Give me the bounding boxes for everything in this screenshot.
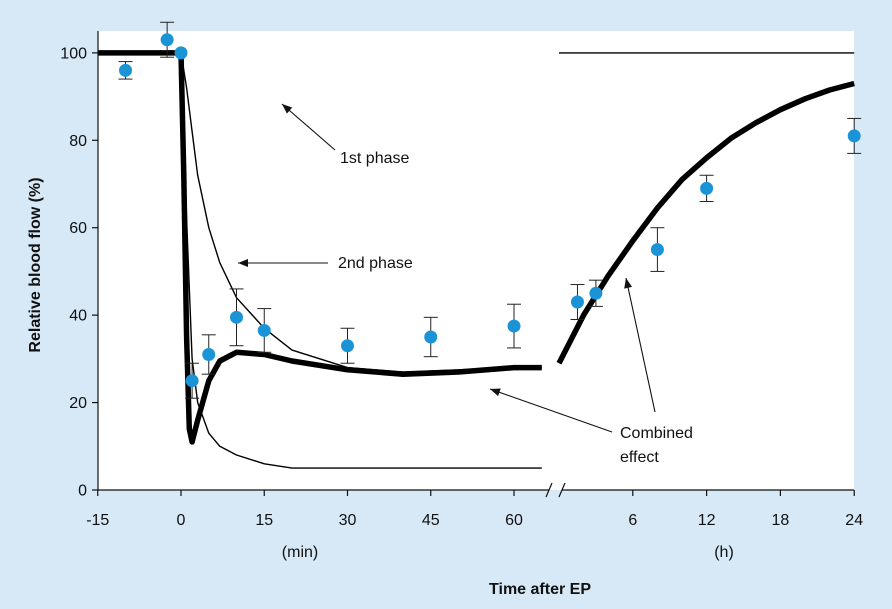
arrow-shaft bbox=[281, 103, 336, 151]
data-point-h-2 bbox=[650, 227, 665, 272]
x-unit-min: (min) bbox=[282, 544, 318, 561]
arrow-head bbox=[490, 388, 501, 397]
data-point-h-3 bbox=[699, 174, 714, 202]
x-h-tick-label-3: 24 bbox=[845, 512, 863, 529]
y-tick-label-2: 40 bbox=[69, 308, 87, 325]
annotation-arrow-combined-points bbox=[624, 277, 656, 413]
series-line-3 bbox=[97, 50, 542, 445]
point-marker bbox=[700, 181, 714, 195]
data-point-h-1 bbox=[588, 279, 603, 307]
point-marker bbox=[424, 330, 438, 344]
x-min-tick-label-2: 15 bbox=[255, 512, 273, 529]
arrow-head bbox=[238, 259, 248, 267]
point-marker bbox=[202, 347, 216, 361]
y-tick-label-1: 20 bbox=[69, 395, 87, 412]
arrow-head bbox=[282, 104, 293, 114]
point-marker bbox=[650, 243, 664, 257]
data-point-min-2 bbox=[174, 46, 188, 60]
curves-layer bbox=[97, 50, 855, 469]
point-marker bbox=[847, 129, 861, 143]
point-marker bbox=[507, 319, 521, 333]
data-point-min-8 bbox=[423, 316, 438, 358]
axes-layer: 0 20 40 60 80 100 -15 0 15 30 45 60 6 12 18 24 bbox=[60, 31, 863, 529]
point-marker bbox=[230, 310, 243, 324]
annotation-arrow-second-phase bbox=[238, 259, 328, 267]
point-marker bbox=[589, 286, 603, 300]
x-min-tick-label-1: 0 bbox=[177, 512, 186, 529]
point-marker bbox=[119, 63, 132, 77]
annotation-combined-line1: Combined bbox=[620, 425, 693, 442]
data-point-min-4 bbox=[201, 334, 216, 375]
x-h-tick-label-1: 12 bbox=[698, 512, 716, 529]
data-point-min-3 bbox=[185, 362, 200, 399]
point-marker bbox=[185, 374, 199, 388]
point-marker bbox=[160, 33, 174, 47]
point-marker bbox=[257, 323, 271, 337]
y-tick-label-3: 60 bbox=[69, 220, 87, 237]
y-tick-label-4: 80 bbox=[69, 133, 87, 150]
x-min-tick-label-0: -15 bbox=[86, 512, 109, 529]
data-point-min-5 bbox=[229, 288, 244, 347]
series-line-4 bbox=[556, 80, 855, 365]
plot-area bbox=[98, 31, 854, 490]
data-point-h-4 bbox=[847, 117, 862, 154]
arrow-shaft bbox=[489, 388, 613, 433]
y-tick-label-0: 0 bbox=[78, 483, 87, 500]
x-axis-title: Time after EP bbox=[489, 581, 591, 598]
x-min-tick-label-3: 30 bbox=[339, 512, 357, 529]
data-point-min-1 bbox=[160, 21, 175, 58]
data-point-h-0 bbox=[570, 284, 585, 321]
annotation-second-phase: 2nd phase bbox=[338, 255, 413, 272]
data-point-min-6 bbox=[257, 308, 272, 353]
y-tick-label-5: 100 bbox=[60, 45, 87, 62]
data-point-min-9 bbox=[507, 303, 521, 349]
axis-break-left bbox=[545, 482, 553, 498]
annotations-layer: 1st phase 2nd phase Combined effect bbox=[238, 103, 693, 466]
x-unit-h: (h) bbox=[714, 544, 734, 561]
point-marker bbox=[570, 295, 584, 309]
points-layer bbox=[118, 21, 862, 399]
x-min-tick-label-5: 60 bbox=[505, 512, 523, 529]
point-marker bbox=[174, 46, 188, 60]
x-min-tick-label-4: 45 bbox=[422, 512, 440, 529]
data-point-min-7 bbox=[340, 327, 355, 364]
x-h-tick-label-2: 18 bbox=[772, 512, 790, 529]
point-marker bbox=[341, 339, 354, 353]
x-h-tick-label-0: 6 bbox=[628, 512, 637, 529]
annotation-arrow-combined-line bbox=[489, 388, 613, 433]
annotation-first-phase: 1st phase bbox=[340, 150, 409, 167]
data-point-min-0 bbox=[118, 61, 133, 80]
axis-break-right bbox=[558, 482, 566, 498]
arrow-shaft bbox=[625, 277, 656, 413]
annotation-combined-line2: effect bbox=[620, 449, 659, 466]
annotation-arrow-first-phase bbox=[281, 103, 336, 151]
y-axis-title: Relative blood flow (%) bbox=[27, 177, 44, 352]
arrow-head bbox=[624, 278, 633, 289]
